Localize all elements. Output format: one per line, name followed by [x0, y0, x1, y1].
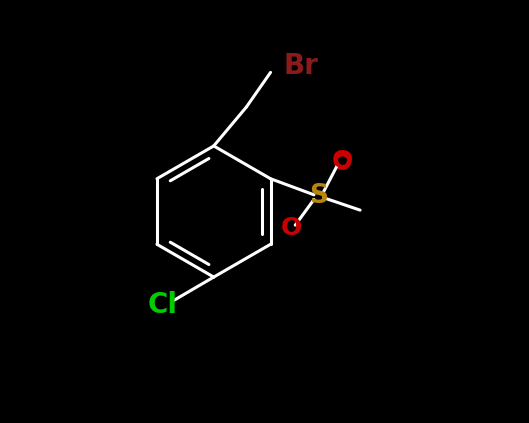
Text: O: O — [332, 149, 353, 173]
Text: O: O — [280, 217, 302, 241]
Text: Br: Br — [283, 52, 318, 80]
Text: Cl: Cl — [148, 291, 178, 319]
Text: S: S — [309, 183, 328, 209]
